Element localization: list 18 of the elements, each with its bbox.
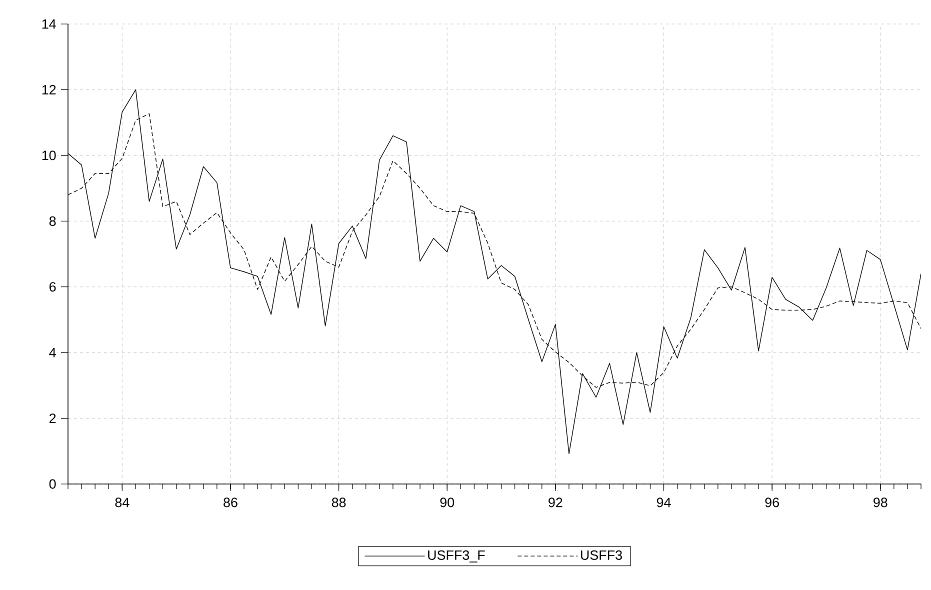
x-tick-label: 98 (874, 498, 888, 508)
x-tick-label: 90 (440, 498, 454, 508)
y-tick-label: 4 (49, 348, 56, 358)
y-tick-label: 12 (42, 85, 56, 94)
y-tick-label: 0 (49, 479, 56, 489)
y-tick-label: 8 (49, 216, 56, 226)
x-tick-label: 86 (224, 498, 238, 508)
legend-label: USFF3_F (428, 550, 485, 562)
x-tick-label: 88 (332, 498, 346, 508)
y-tick-label: 10 (42, 150, 56, 160)
y-tick-label: 14 (42, 19, 56, 29)
x-tick-label: 94 (656, 498, 671, 508)
x-tick-label: 96 (765, 498, 779, 508)
legend-label: USFF3 (580, 550, 622, 560)
y-tick-label: 6 (50, 282, 56, 292)
y-tick-label: 2 (50, 414, 56, 423)
x-tick-label: 92 (548, 498, 562, 508)
x-tick-label: 84 (115, 498, 130, 508)
